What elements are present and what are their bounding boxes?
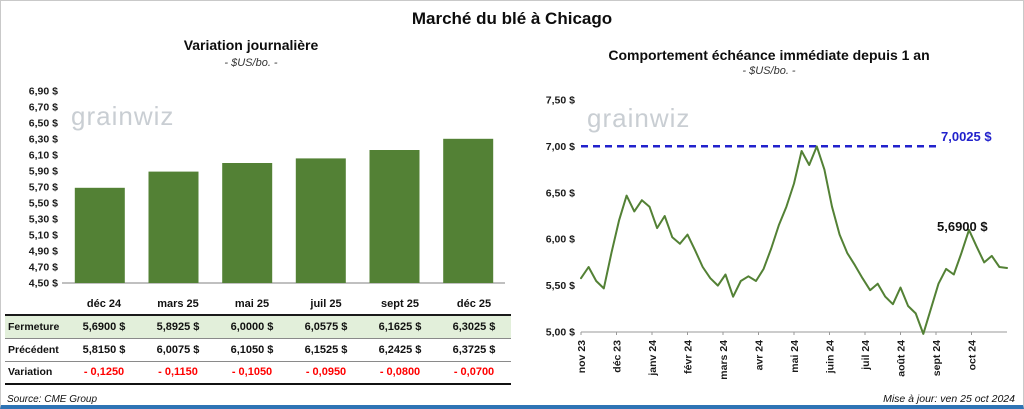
month-header: sept 25 xyxy=(363,293,437,316)
daily-variation-bar-chart: 4,50 $ 4,70 $ 4,90 $ 5,10 $ 5,30 $ 5,50 $ 5,70… xyxy=(29,86,505,290)
svg-text:5,50 $: 5,50 $ xyxy=(546,280,575,292)
svg-text:7,0025 $: 7,0025 $ xyxy=(941,129,992,144)
svg-text:4,70 $: 4,70 $ xyxy=(29,262,58,274)
svg-text:5,30 $: 5,30 $ xyxy=(29,214,58,226)
svg-text:6,50 $: 6,50 $ xyxy=(29,118,58,130)
price-cell: 6,1625 $ xyxy=(363,315,437,339)
updated-note: Mise à jour: ven 25 oct 2024 xyxy=(883,393,1015,405)
month-header: mai 25 xyxy=(215,293,289,316)
svg-text:6,10 $: 6,10 $ xyxy=(29,150,58,162)
variation-cell: - 0,1250 xyxy=(67,361,141,385)
grainwiz-watermark: grainwiz xyxy=(71,101,175,131)
month-header: déc 24 xyxy=(67,293,141,316)
variation-cell: - 0,1050 xyxy=(215,361,289,385)
svg-text:févr 24: févr 24 xyxy=(683,340,695,374)
price-cell: 5,8150 $ xyxy=(67,338,141,362)
row-label: Fermeture xyxy=(5,315,67,339)
svg-text:juil 24: juil 24 xyxy=(860,340,872,371)
empty-corner-cell xyxy=(5,293,67,316)
price-cell: 6,0575 $ xyxy=(289,315,363,339)
price-cell: 6,3025 $ xyxy=(437,315,511,339)
svg-text:6,90 $: 6,90 $ xyxy=(29,86,58,98)
price-cell: 6,1525 $ xyxy=(289,338,363,362)
bar-chart-subtitle: - $US/bo. - xyxy=(224,57,278,69)
line-chart-title: Comportement échéance immédiate depuis 1… xyxy=(608,47,930,63)
table-header-row: déc 24 mars 25 mai 25 juil 25 sept 25 dé… xyxy=(5,293,511,316)
front-month-line-chart: 5,00 $ 5,50 $ 6,00 $ 6,50 $ 7,00 $ 7,50 $ nov … xyxy=(546,95,1008,380)
svg-text:juin 24: juin 24 xyxy=(825,340,837,374)
month-header: mars 25 xyxy=(141,293,215,316)
table-row-fermeture: Fermeture 5,6900 $ 5,8925 $ 6,0000 $ 6,0… xyxy=(5,315,511,339)
variation-cell: - 0,0800 xyxy=(363,361,437,385)
svg-text:sept 24: sept 24 xyxy=(931,340,943,376)
price-cell: 5,6900 $ xyxy=(67,315,141,339)
svg-text:6,30 $: 6,30 $ xyxy=(29,134,58,146)
source-note: Source: CME Group xyxy=(7,394,98,405)
table-row-precedent: Précédent 5,8150 $ 6,0075 $ 6,1050 $ 6,1… xyxy=(5,338,511,362)
svg-text:5,00 $: 5,00 $ xyxy=(546,327,575,339)
svg-text:6,00 $: 6,00 $ xyxy=(546,234,575,246)
variation-cell: - 0,1150 xyxy=(141,361,215,385)
svg-text:4,90 $: 4,90 $ xyxy=(29,246,58,258)
svg-text:4,50 $: 4,50 $ xyxy=(29,278,58,290)
bar-chart-title: Variation journalière xyxy=(183,37,319,53)
svg-text:5,70 $: 5,70 $ xyxy=(29,182,58,194)
svg-text:août 24: août 24 xyxy=(896,340,908,377)
svg-text:6,50 $: 6,50 $ xyxy=(546,187,575,199)
svg-text:7,50 $: 7,50 $ xyxy=(546,95,575,107)
svg-text:5,6900 $: 5,6900 $ xyxy=(937,219,988,234)
svg-text:janv 24: janv 24 xyxy=(647,340,659,377)
line-chart-subtitle: - $US/bo. - xyxy=(742,65,796,77)
price-cell: 6,0075 $ xyxy=(141,338,215,362)
svg-text:6,70 $: 6,70 $ xyxy=(29,102,58,114)
month-header: déc 25 xyxy=(437,293,511,316)
row-label: Précédent xyxy=(5,338,67,362)
table-row-variation: Variation - 0,1250 - 0,1150 - 0,1050 - 0… xyxy=(5,361,511,385)
variation-cell: - 0,0950 xyxy=(289,361,363,385)
price-cell: 6,1050 $ xyxy=(215,338,289,362)
svg-text:avr 24: avr 24 xyxy=(754,340,766,371)
month-header: juil 25 xyxy=(289,293,363,316)
svg-text:déc 23: déc 23 xyxy=(612,340,624,373)
price-cell: 6,0000 $ xyxy=(215,315,289,339)
svg-text:mars 24: mars 24 xyxy=(718,340,730,380)
svg-text:5,10 $: 5,10 $ xyxy=(29,230,58,242)
svg-text:5,90 $: 5,90 $ xyxy=(29,166,58,178)
price-cell: 6,3725 $ xyxy=(437,338,511,362)
price-cell: 6,2425 $ xyxy=(363,338,437,362)
svg-text:5,50 $: 5,50 $ xyxy=(29,198,58,210)
svg-text:mai 24: mai 24 xyxy=(789,340,801,373)
price-cell: 5,8925 $ xyxy=(141,315,215,339)
svg-text:oct 24: oct 24 xyxy=(967,340,979,371)
page-title: Marché du blé à Chicago xyxy=(411,9,613,28)
variation-cell: - 0,0700 xyxy=(437,361,511,385)
row-label: Variation xyxy=(5,361,67,385)
grainwiz-watermark: grainwiz xyxy=(587,103,691,133)
svg-text:7,00 $: 7,00 $ xyxy=(546,141,575,153)
price-table: déc 24 mars 25 mai 25 juil 25 sept 25 dé… xyxy=(5,293,511,385)
svg-text:nov 23: nov 23 xyxy=(576,340,588,373)
